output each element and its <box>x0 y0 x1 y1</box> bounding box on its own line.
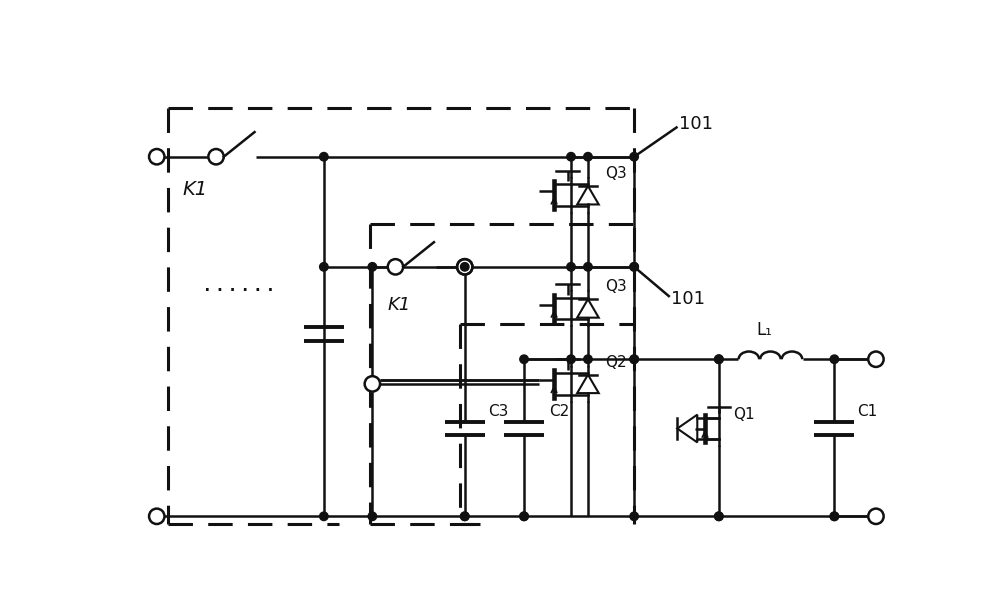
Text: Q3: Q3 <box>605 166 627 181</box>
Circle shape <box>830 355 839 364</box>
Circle shape <box>830 512 839 520</box>
Circle shape <box>388 259 403 275</box>
Circle shape <box>715 355 723 364</box>
Circle shape <box>457 259 472 275</box>
Circle shape <box>630 355 638 364</box>
Circle shape <box>208 149 224 164</box>
Text: K1: K1 <box>388 296 411 314</box>
Text: Q2: Q2 <box>605 355 627 370</box>
Text: C2: C2 <box>549 404 569 419</box>
Circle shape <box>520 512 528 520</box>
Circle shape <box>461 512 469 520</box>
Circle shape <box>567 153 575 161</box>
Circle shape <box>320 262 328 271</box>
Text: Q1: Q1 <box>733 407 754 422</box>
Circle shape <box>868 509 884 524</box>
Circle shape <box>461 262 469 271</box>
Text: ......: ...... <box>201 275 276 295</box>
Circle shape <box>149 509 164 524</box>
Circle shape <box>365 376 380 392</box>
Circle shape <box>520 512 528 520</box>
Circle shape <box>630 355 638 364</box>
Circle shape <box>584 355 592 364</box>
Circle shape <box>461 512 469 520</box>
Text: L₁: L₁ <box>757 321 772 339</box>
Text: C1: C1 <box>857 404 878 419</box>
Circle shape <box>567 262 575 271</box>
Text: K1: K1 <box>183 180 208 199</box>
Circle shape <box>584 262 592 271</box>
Circle shape <box>630 262 638 271</box>
Circle shape <box>457 259 472 275</box>
Circle shape <box>715 512 723 520</box>
Circle shape <box>715 355 723 364</box>
Text: 101: 101 <box>671 290 705 308</box>
Circle shape <box>520 355 528 364</box>
Circle shape <box>715 512 723 520</box>
Circle shape <box>830 512 839 520</box>
Text: 101: 101 <box>679 115 713 134</box>
Circle shape <box>868 351 884 367</box>
Circle shape <box>630 153 638 161</box>
Circle shape <box>630 512 638 520</box>
Circle shape <box>630 262 638 271</box>
Circle shape <box>149 149 164 164</box>
Text: C3: C3 <box>488 404 508 419</box>
Circle shape <box>320 153 328 161</box>
Text: Q3: Q3 <box>605 280 627 294</box>
Circle shape <box>584 153 592 161</box>
Circle shape <box>368 512 377 520</box>
Circle shape <box>368 262 377 271</box>
Circle shape <box>320 512 328 520</box>
Circle shape <box>567 355 575 364</box>
